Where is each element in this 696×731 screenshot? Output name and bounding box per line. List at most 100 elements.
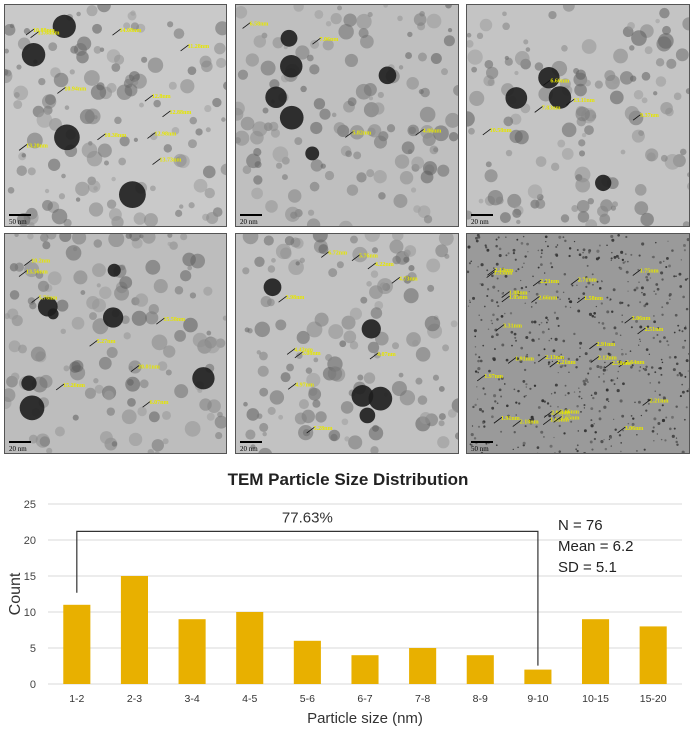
y-tick-label: 20 — [24, 535, 36, 547]
measurement-label: 2.21nm — [650, 398, 669, 404]
measurement-label: 1.05nm — [509, 295, 528, 301]
tem-panel-5: 6.72nm 4.43nm 4.97nm 5.28nm 3.98nm 5.76nm 4.07… — [235, 233, 459, 454]
measurement-label: 2.64nm — [626, 360, 645, 366]
measurement-label: 15.58nm — [163, 317, 185, 323]
tem-panel-2: 6.58nm 4.86nm 5.82nm 7.06nm 20 nm — [235, 4, 459, 227]
x-tick-label: 5-6 — [300, 693, 315, 705]
measurement-label: 1.91nm — [501, 416, 520, 422]
measurement-label: 2.13nm — [545, 355, 564, 361]
tem-image: 5.27nm 20.01nm 5.76nm 10.2nm 13.56nm 15.58nm 1… — [5, 234, 226, 453]
scale-bar-label: 20 nm — [471, 218, 489, 226]
measurement-label: 13.68nm — [38, 31, 60, 37]
chart-title: TEM Particle Size Distribution — [227, 470, 469, 489]
bar — [524, 669, 552, 684]
tem-image: 6.58nm 4.86nm 5.82nm 7.06nm 20 nm — [236, 5, 458, 226]
measurement-label: 1.55nm — [494, 271, 513, 277]
x-tick-label: 15-20 — [640, 693, 667, 705]
scale-bar-label: 50 nm — [471, 445, 489, 453]
bar — [178, 619, 206, 684]
measurement-label: 5.27nm — [97, 339, 116, 345]
scale-bar-label: 20 nm — [9, 445, 27, 453]
tem-panel-1: 10.88nm 13.73nm 12.8nm 10.38nm 13.28nm 13.68n… — [4, 4, 227, 227]
measurement-label: 2.58nm — [612, 361, 631, 367]
bar — [351, 655, 379, 684]
measurement-label: 7.06nm — [319, 37, 338, 43]
measurement-label: 6.66nm — [550, 78, 569, 84]
x-tick-label: 3-4 — [184, 693, 199, 705]
measurement-label: 1.75nm — [640, 269, 659, 275]
measurement-label: 3.31nm — [503, 324, 522, 330]
measurement-label: 2.13nm — [494, 268, 513, 274]
measurement-label: 11.28nm — [188, 44, 210, 50]
tem-panel-4: 5.27nm 20.01nm 5.76nm 10.2nm 13.56nm 15.58nm 1… — [4, 233, 227, 454]
tem-panel-6: 3.06nm 2.66nm 2.12nm 1.55nm 2.64nm 3.06nm 2.21… — [466, 233, 690, 454]
measurement-label: 9.37nm — [640, 113, 659, 119]
measurement-label: 2.71nm — [578, 278, 597, 284]
x-tick-label: 10-15 — [582, 693, 609, 705]
measurement-label: 4.22nm — [375, 262, 394, 268]
y-tick-label: 15 — [24, 571, 36, 583]
x-tick-label: 7-8 — [415, 693, 430, 705]
measurement-label: 13.28nm — [26, 143, 48, 149]
measurement-label: 14.08nm — [120, 28, 142, 34]
measurement-label: 2.21nm — [557, 360, 576, 366]
x-tick-label: 9-10 — [527, 693, 548, 705]
scale-bar-label: 50 nm — [9, 218, 27, 226]
measurement-label: 10.94nm — [64, 86, 86, 92]
measurement-label: 3.98nm — [286, 295, 305, 301]
y-tick-label: 5 — [30, 643, 36, 655]
tem-panel-3: 7.83nm 10.58nm 6.66nm 13.11nm 9.37nm 20 nm — [466, 4, 690, 227]
measurement-label: 3.06nm — [625, 426, 644, 432]
tem-image: 7.83nm 10.58nm 6.66nm 13.11nm 9.37nm 20 nm — [467, 5, 689, 226]
bracket-label: 77.63% — [282, 509, 333, 526]
measurement-label: 2.66nm — [538, 295, 557, 301]
measurement-label: 4.73nm — [399, 276, 418, 282]
bracket — [76, 530, 539, 666]
measurement-label: 2.65nm — [561, 415, 580, 421]
x-tick-label: 4-5 — [242, 693, 257, 705]
y-axis-label: Count — [7, 572, 24, 615]
x-tick-label: 1-2 — [69, 693, 84, 705]
measurement-label: 6.07nm — [150, 400, 169, 406]
measurement-label: 10.2nm — [31, 259, 50, 265]
y-tick-label: 0 — [30, 679, 36, 691]
measurement-label: 2.90nm — [551, 410, 570, 416]
bar — [63, 604, 91, 684]
scale-bar-label: 20 nm — [240, 445, 258, 453]
measurement-label: 2.91nm — [596, 342, 615, 348]
measurement-label: 6.58nm — [250, 21, 269, 27]
measurement-label: 10.58nm — [490, 128, 512, 134]
y-tick-label: 10 — [24, 607, 36, 619]
particle-size-chart: 0 5 10 15 20 25 1-2 2-3 3-4 4-5 5-6 6-7 7-8 8-9 9-10 10… — [7, 499, 682, 727]
measurement-label: 2.18nm — [520, 420, 539, 426]
measurement-label: 13.11nm — [573, 98, 595, 104]
measurement-label: 4.43nm — [294, 347, 313, 353]
measurement-label: 12.88nm — [170, 110, 192, 116]
x-axis-label: Particle size (nm) — [307, 710, 423, 727]
measurement-label: 4.97nm — [295, 382, 314, 388]
measurement-label: 5.76nm — [359, 254, 378, 260]
stats-line: SD = 5.1 — [558, 559, 617, 576]
x-tick-label: 8-9 — [473, 693, 488, 705]
measurement-label: 4.86nm — [423, 128, 442, 134]
measurement-label: 1.97nm — [484, 374, 503, 380]
bar — [466, 655, 494, 684]
bar — [639, 626, 667, 684]
tem-image: 6.72nm 4.43nm 4.97nm 5.28nm 3.98nm 5.76nm 4.07… — [236, 234, 458, 453]
y-tick-label: 25 — [24, 499, 36, 511]
measurement-label: 1.65nm — [550, 418, 569, 424]
bar — [582, 619, 610, 684]
measurement-label: 12.8nm — [152, 94, 171, 100]
measurement-label: 4.07nm — [377, 352, 396, 358]
measurement-label: 1.58nm — [584, 296, 603, 302]
measurement-label: 13.73nm — [160, 158, 182, 164]
bar — [120, 576, 148, 684]
stats-line: Mean = 6.2 — [558, 538, 633, 555]
measurement-label: 10.88nm — [33, 28, 55, 34]
measurement-label: 6.72nm — [328, 250, 347, 256]
measurement-label: 5.28nm — [314, 426, 333, 432]
measurement-label: 20.01nm — [138, 365, 160, 371]
bar — [409, 648, 437, 684]
measurement-label: 15.26nm — [63, 383, 85, 389]
measurement-label: 1.88nm — [509, 290, 528, 296]
